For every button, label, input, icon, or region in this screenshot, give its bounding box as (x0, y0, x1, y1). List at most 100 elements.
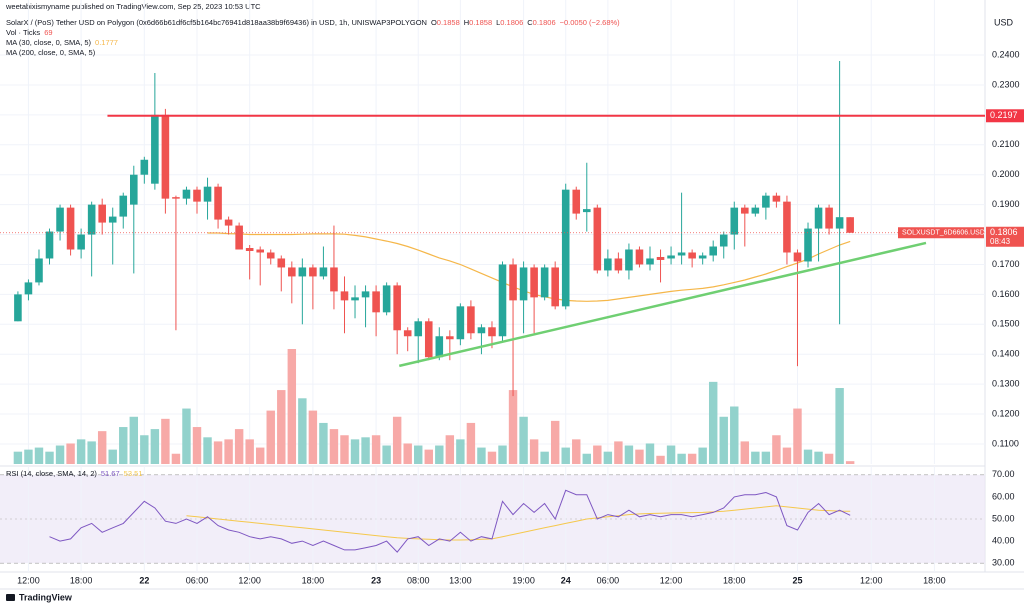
candle-body (688, 252, 696, 259)
resistance-tag (986, 109, 1024, 123)
legend-row: MA (200, close, 0, SMA, 5) (6, 48, 96, 57)
x-tick-label: 12:00 (860, 575, 883, 585)
legend-item: 0.1806 (533, 18, 556, 27)
candle-body (298, 267, 307, 277)
volume-bar (603, 451, 613, 464)
candle-body (224, 219, 233, 226)
candle-body (266, 252, 275, 259)
volume-bar (814, 451, 823, 464)
candle-body (361, 291, 370, 298)
candle-body (646, 258, 654, 265)
legend-item: L (496, 18, 500, 27)
volume-bar (708, 381, 718, 464)
volume-bar (129, 416, 139, 464)
candle-body (477, 327, 486, 334)
volume-bar (119, 427, 128, 464)
brand-logo (6, 594, 15, 601)
candle-body (667, 255, 675, 259)
volume-bar (772, 435, 781, 464)
candle-body (604, 258, 612, 271)
volume-bar (13, 451, 23, 464)
volume-bar (203, 437, 212, 464)
volume-bar (845, 461, 855, 464)
volume-bar (182, 408, 191, 464)
volume-bar (266, 410, 275, 464)
candle-body (309, 267, 317, 277)
volume-bar (656, 455, 665, 464)
y-tick-label: 0.2400 (992, 49, 1020, 59)
candle-body (414, 321, 423, 337)
x-tick-label: 12:00 (660, 575, 683, 585)
volume-bar (761, 451, 771, 464)
candle-body (45, 231, 54, 259)
volume-bar (435, 445, 444, 464)
candle-body (625, 249, 633, 271)
x-tick-label: 08:00 (407, 575, 430, 585)
candle-body (351, 297, 359, 301)
symbol-tag (898, 227, 984, 239)
volume-bar (234, 429, 244, 464)
volume-bar (34, 447, 44, 464)
volume-bar (245, 439, 254, 464)
volume-bar (319, 422, 328, 464)
rsi-band (0, 474, 985, 564)
volume-bar (140, 435, 149, 464)
volume-bar (414, 445, 423, 464)
volume-bar (298, 398, 307, 464)
volume-bar (161, 418, 170, 464)
candle-body (340, 291, 349, 301)
x-tick-label: 23 (371, 575, 381, 585)
candle-body (467, 306, 475, 334)
candle-body (793, 252, 802, 262)
candle-body (772, 195, 781, 202)
volume-bar (192, 427, 202, 464)
countdown-label: 08:43 (990, 237, 1011, 246)
legend-item: Vol · Ticks (6, 28, 40, 37)
candle-body (56, 207, 64, 232)
legend-item: MA (200, close, 0, SMA, 5) (6, 48, 96, 57)
candle-body (77, 234, 85, 250)
candle-body (719, 234, 728, 247)
legend-item: −0.0050 (−2.68%) (560, 18, 621, 27)
volume-bar (466, 422, 476, 464)
volume-bar (329, 429, 339, 464)
candle-body (762, 195, 770, 208)
volume-bar (277, 390, 286, 464)
candle-body (35, 258, 43, 283)
candle-body (519, 267, 528, 301)
candle-body (498, 264, 507, 337)
volume-bar (614, 441, 623, 464)
candle-body (804, 228, 812, 262)
x-tick-label: 24 (561, 575, 571, 585)
last-price-tag (986, 226, 1024, 247)
volume-bar (255, 447, 265, 464)
volume-bar (793, 408, 802, 464)
x-tick-label: 25 (792, 575, 802, 585)
volume-bar (529, 439, 539, 464)
candle-body (319, 267, 328, 277)
candle-body (435, 336, 444, 358)
volume-bar (519, 416, 528, 464)
y-tick-label: 0.1600 (992, 289, 1020, 299)
candle-body (182, 189, 191, 199)
volume-bar (593, 445, 602, 464)
volume-bar (308, 410, 318, 464)
rsi-tick-label: 50.00 (992, 513, 1015, 523)
brand: TradingView (19, 592, 73, 602)
symbol-tag-label: SOLXUSDT_6D6606.USD (902, 230, 985, 237)
candle-body (730, 207, 739, 235)
legend-item: MA (30, close, 0, SMA, 5) (6, 38, 92, 47)
rsi-ma-line (186, 505, 851, 541)
candle-body (288, 267, 296, 277)
volume-bar (150, 429, 160, 464)
volume-bar (108, 449, 117, 464)
candle-body (846, 217, 854, 233)
candle-body (698, 255, 707, 259)
resistance-label: 0.2197 (990, 110, 1018, 120)
y-axis-label: USD (994, 17, 1014, 27)
candle-body (330, 267, 338, 292)
candle-body (193, 189, 201, 202)
volume-bar (403, 443, 412, 464)
candle-body (709, 246, 717, 256)
candle-body (814, 207, 823, 229)
